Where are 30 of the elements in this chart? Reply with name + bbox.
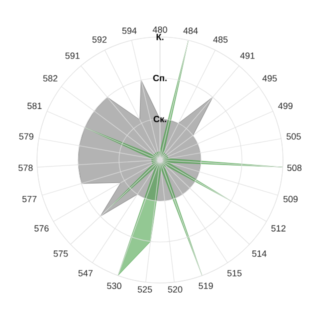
spoke-label: 547 <box>78 270 93 276</box>
spoke-label: 592 <box>92 36 107 43</box>
spoke-label: 578 <box>18 164 33 172</box>
spoke-label: 480 <box>152 26 168 33</box>
spoke-label: 579 <box>19 133 34 140</box>
spoke-label: 495 <box>262 75 277 82</box>
y-tick-label: К. <box>156 34 164 40</box>
spoke-label: 491 <box>240 52 255 59</box>
spoke-label: 591 <box>65 52 80 59</box>
spoke-label: 581 <box>27 102 42 110</box>
spoke-label: 575 <box>54 250 68 257</box>
spoke-label: 577 <box>22 196 36 202</box>
spoke-label: 499 <box>278 102 292 110</box>
spoke-label: 530 <box>107 282 122 290</box>
spoke-label: 594 <box>122 28 137 34</box>
spoke-label: 505 <box>286 133 301 140</box>
spoke-label: 512 <box>271 225 286 232</box>
spoke-label: 525 <box>138 286 152 293</box>
spoke-label: 484 <box>183 28 198 34</box>
spoke-label: 576 <box>34 225 49 232</box>
spoke-label: 485 <box>213 36 228 43</box>
spoke-label: 520 <box>168 286 182 293</box>
y-tick-label: Ск. <box>154 116 166 122</box>
y-tick-label: Сп. <box>153 74 167 82</box>
spoke-label: 515 <box>227 270 242 276</box>
spoke-label: 582 <box>43 75 58 82</box>
spoke-label: 508 <box>287 164 302 172</box>
spoke-label: 514 <box>252 250 266 257</box>
spoke-label: 509 <box>283 196 298 202</box>
spoke-label: 519 <box>198 282 213 290</box>
